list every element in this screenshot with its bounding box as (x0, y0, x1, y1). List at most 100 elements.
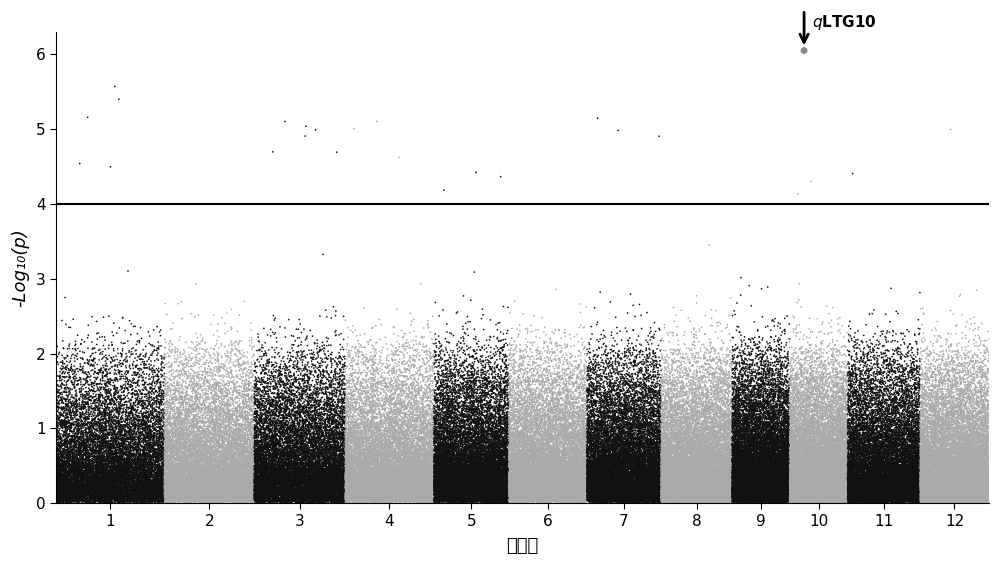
Point (781, 483, 797, 492)
Point (710, 485, 726, 494)
Point (224, 461, 240, 470)
Point (712, 465, 728, 474)
Point (673, 424, 689, 433)
Point (388, 461, 404, 470)
Point (647, 464, 663, 473)
Point (183, 421, 199, 430)
Point (696, 493, 712, 502)
Point (77, 400, 93, 409)
Point (788, 473, 804, 482)
Point (700, 393, 716, 402)
Point (249, 457, 265, 466)
Point (745, 413, 761, 422)
Point (680, 461, 696, 470)
Point (588, 446, 604, 455)
Point (762, 471, 778, 480)
Point (171, 411, 187, 420)
Point (600, 487, 616, 496)
Point (182, 468, 198, 477)
Point (268, 475, 284, 484)
Point (948, 395, 964, 404)
Point (513, 353, 529, 362)
Point (415, 422, 431, 431)
Point (940, 466, 956, 475)
Point (728, 491, 744, 500)
Point (691, 465, 707, 474)
Point (473, 475, 489, 484)
Point (430, 454, 446, 463)
Point (821, 473, 837, 482)
Point (537, 378, 553, 387)
Point (465, 487, 481, 496)
Point (787, 416, 803, 425)
Point (726, 475, 742, 484)
Point (570, 467, 586, 476)
Point (939, 431, 955, 440)
Point (411, 484, 427, 493)
Point (863, 447, 879, 456)
Point (230, 479, 246, 488)
Point (200, 488, 216, 497)
Point (66, 479, 82, 488)
Point (661, 487, 677, 496)
Point (740, 473, 756, 482)
Point (217, 427, 233, 436)
Point (522, 421, 538, 430)
Point (658, 458, 674, 468)
Point (201, 430, 217, 439)
Point (636, 495, 652, 504)
Point (254, 447, 270, 456)
Point (387, 445, 403, 454)
Point (733, 406, 749, 415)
Point (308, 488, 324, 498)
Point (963, 456, 979, 465)
Point (757, 436, 773, 445)
Point (691, 484, 707, 494)
Point (64, 427, 80, 436)
Point (331, 411, 347, 421)
Point (224, 415, 240, 424)
Point (212, 439, 228, 448)
Point (326, 439, 342, 448)
Point (807, 406, 823, 415)
Point (568, 452, 584, 461)
Point (605, 456, 621, 465)
Point (706, 490, 722, 499)
Point (336, 492, 352, 501)
Point (441, 475, 457, 484)
Point (968, 455, 984, 464)
Point (338, 478, 354, 487)
Point (177, 454, 193, 463)
Point (941, 396, 957, 405)
Point (283, 356, 299, 365)
Point (614, 481, 630, 490)
Point (503, 449, 519, 458)
Point (213, 492, 229, 501)
Point (118, 481, 134, 490)
Point (447, 486, 463, 495)
Point (347, 481, 363, 490)
Point (467, 418, 483, 427)
Point (456, 371, 472, 380)
Point (600, 362, 616, 371)
Point (869, 461, 885, 470)
Point (468, 491, 484, 500)
Point (556, 422, 572, 431)
Point (710, 491, 726, 500)
Point (947, 487, 963, 496)
Point (868, 394, 884, 403)
Point (229, 496, 245, 505)
Point (621, 468, 637, 477)
Point (693, 498, 709, 507)
Point (905, 438, 921, 447)
Point (342, 454, 358, 464)
Point (451, 478, 467, 487)
Point (875, 490, 891, 499)
Point (740, 475, 756, 484)
Point (422, 492, 438, 501)
Point (683, 490, 699, 499)
Point (377, 477, 393, 486)
Point (430, 461, 446, 470)
Point (62, 408, 78, 417)
Point (248, 438, 264, 447)
